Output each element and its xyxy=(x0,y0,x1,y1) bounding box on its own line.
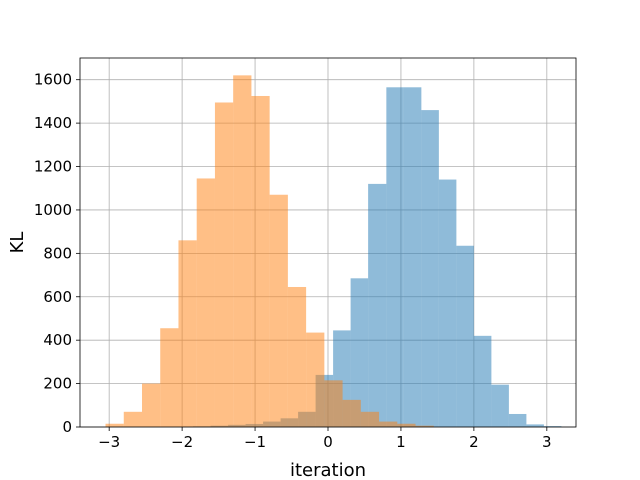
histogram-bar xyxy=(287,286,307,427)
histogram-bar xyxy=(214,102,234,427)
histogram-bar xyxy=(178,240,197,427)
histogram-bar xyxy=(368,183,387,427)
histogram-bar xyxy=(196,178,215,427)
y-tick-label: 800 xyxy=(43,244,72,262)
y-tick-label: 1200 xyxy=(34,158,72,176)
histogram-bar xyxy=(526,424,544,427)
histogram-bar xyxy=(269,194,288,427)
histogram-bar xyxy=(508,413,527,427)
x-tick-label: 0 xyxy=(323,433,333,451)
histogram-bar xyxy=(360,411,380,427)
y-tick-label: 1000 xyxy=(34,201,72,219)
x-axis-title: iteration xyxy=(290,460,366,480)
grid-lines xyxy=(80,58,576,428)
x-tick-label: 1 xyxy=(396,433,406,451)
histogram-bar xyxy=(421,110,439,427)
histogram-bar xyxy=(251,95,270,427)
histogram-bar xyxy=(438,179,457,427)
histogram-bar xyxy=(415,425,434,427)
histogram-bar xyxy=(142,383,161,427)
histogram-bar xyxy=(306,332,325,427)
histogram-bar xyxy=(324,380,343,427)
histogram-bar xyxy=(105,423,124,427)
histogram-bar xyxy=(397,423,416,427)
x-tick-label: 3 xyxy=(542,433,552,451)
histogram-bar xyxy=(403,87,422,427)
axis-ticks: −3 −2 −1 0 1 2 3 0 200 400 600 800 1000 1200 1400 1600 xyxy=(34,71,552,451)
histogram-bar xyxy=(379,421,398,427)
x-tick-label: −1 xyxy=(244,433,266,451)
y-tick-label: 600 xyxy=(43,288,72,306)
histogram-bar xyxy=(233,75,252,427)
y-tick-label: 200 xyxy=(43,375,72,393)
x-tick-label: −2 xyxy=(171,433,193,451)
histogram-bars xyxy=(105,75,562,427)
histogram-bar xyxy=(342,399,361,427)
histogram-bar xyxy=(473,335,492,427)
y-tick-label: 1400 xyxy=(34,114,72,132)
histogram-bar xyxy=(350,278,369,427)
histogram-bar xyxy=(160,328,179,427)
histogram-bar xyxy=(456,245,474,427)
histogram-bar xyxy=(123,411,142,427)
y-tick-label: 400 xyxy=(43,331,72,349)
y-tick-label: 0 xyxy=(62,418,72,436)
histogram-bar xyxy=(543,426,562,427)
x-tick-label: 2 xyxy=(469,433,479,451)
histogram-bar xyxy=(386,87,404,427)
y-tick-label: 1600 xyxy=(34,71,72,89)
series-1 xyxy=(105,75,434,427)
histogram-bar xyxy=(491,384,509,427)
y-axis-title: KL xyxy=(7,232,28,254)
x-tick-label: −3 xyxy=(98,433,120,451)
